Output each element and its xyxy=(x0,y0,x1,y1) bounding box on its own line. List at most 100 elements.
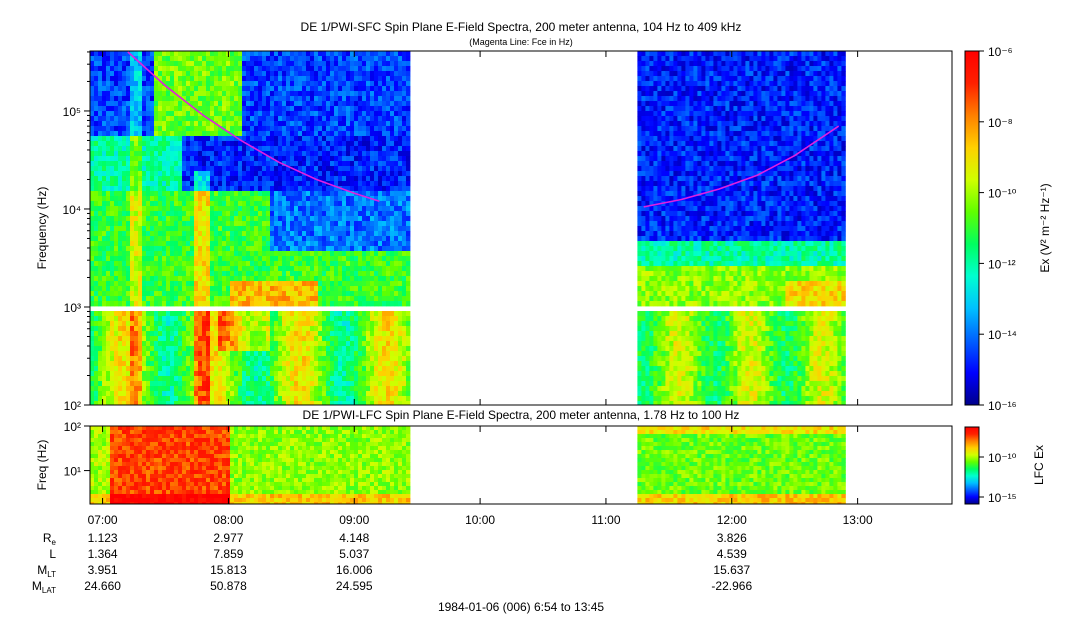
spectrogram-cell xyxy=(234,336,239,342)
spectrogram-cell xyxy=(202,111,207,117)
spectrogram-cell xyxy=(122,376,127,382)
spectrogram-cell xyxy=(310,201,315,207)
spectrogram-cell xyxy=(286,251,291,257)
spectrogram-cell xyxy=(90,321,95,327)
spectrogram-cell xyxy=(258,351,263,357)
spectrogram-cell xyxy=(246,231,251,237)
spectrogram-cell xyxy=(94,156,99,162)
spectrogram-cell xyxy=(322,311,327,317)
spectrogram-cell xyxy=(310,236,315,242)
spectrogram-cell xyxy=(342,136,347,142)
spectrogram-cell xyxy=(298,96,303,102)
spectrogram-cell xyxy=(218,111,223,117)
spectrogram-cell xyxy=(362,121,367,127)
spectrogram-cell xyxy=(354,281,359,287)
spectrogram-cell xyxy=(142,186,147,192)
spectrogram-cell xyxy=(354,236,359,242)
spectrogram-cell xyxy=(354,321,359,327)
spectrogram-cell xyxy=(286,326,291,332)
spectrogram-cell xyxy=(302,106,307,112)
spectrogram-cell xyxy=(278,231,283,237)
spectrogram-cell xyxy=(110,51,115,57)
spectrogram-cell xyxy=(190,401,195,405)
spectrogram-cell xyxy=(358,101,363,107)
spectrogram-cell xyxy=(90,281,95,287)
spectrogram-cell xyxy=(342,141,347,147)
spectrogram-cell xyxy=(246,251,251,257)
spectrogram-cell xyxy=(262,176,267,182)
spectrogram-cell xyxy=(282,96,287,102)
spectrogram-cell xyxy=(174,251,179,257)
spectrogram-cell xyxy=(246,256,251,262)
spectrogram-cell xyxy=(110,66,115,72)
spectrogram-cell xyxy=(242,231,247,237)
spectrogram-cell xyxy=(266,81,271,87)
spectrogram-cell xyxy=(210,296,215,302)
spectrogram-cell xyxy=(146,276,151,282)
spectrogram-cell xyxy=(146,291,151,297)
spectrogram-cell xyxy=(242,256,247,262)
spectrogram-cell xyxy=(162,66,167,72)
spectrogram-cell xyxy=(170,401,175,405)
spectrogram-cell xyxy=(290,246,295,252)
spectrogram-cell xyxy=(130,146,135,152)
spectrogram-cell xyxy=(334,281,339,287)
spectrogram-cell xyxy=(206,281,211,287)
spectrogram-cell xyxy=(114,371,119,377)
spectrogram-cell xyxy=(114,396,119,402)
spectrogram-cell xyxy=(98,316,103,322)
spectrogram-cell xyxy=(294,56,299,62)
spectrogram-cell xyxy=(366,251,371,257)
spectrogram-cell xyxy=(346,71,351,77)
spectrogram-cell xyxy=(322,71,327,77)
spectrogram-cell xyxy=(214,316,219,322)
spectrogram-cell xyxy=(318,236,323,242)
spectrogram-cell xyxy=(158,246,163,252)
spectrogram-cell xyxy=(94,181,99,187)
spectrogram-cell xyxy=(210,81,215,87)
spectrogram-cell xyxy=(350,76,355,82)
spectrogram-cell xyxy=(150,96,155,102)
spectrogram-cell xyxy=(294,391,299,397)
spectrogram-cell xyxy=(246,171,251,177)
spectrogram-cell xyxy=(250,96,255,102)
spectrogram-cell xyxy=(258,401,263,405)
spectrogram-cell xyxy=(322,356,327,362)
spectrogram-cell xyxy=(294,111,299,117)
spectrogram-cell xyxy=(270,141,275,147)
spectrogram-cell xyxy=(314,126,319,132)
spectrogram-cell xyxy=(166,131,171,137)
spectrogram-cell xyxy=(338,331,343,337)
spectrogram-cell xyxy=(366,291,371,297)
spectrogram-cell xyxy=(150,131,155,137)
spectrogram-cell xyxy=(262,236,267,242)
spectrogram-cell xyxy=(242,276,247,282)
spectrogram-cell xyxy=(274,146,279,152)
spectrogram-cell xyxy=(170,196,175,202)
spectrogram-cell xyxy=(326,301,331,307)
spectrogram-cell xyxy=(370,371,375,377)
spectrogram-cell xyxy=(358,81,363,87)
spectrogram-cell xyxy=(122,316,127,322)
spectrogram-cell xyxy=(266,61,271,67)
spectrogram-cell xyxy=(290,111,295,117)
spectrogram-cell xyxy=(94,251,99,257)
spectrogram-cell xyxy=(326,176,331,182)
spectrogram-cell xyxy=(350,106,355,112)
spectrogram-cell xyxy=(90,76,95,82)
spectrogram-cell xyxy=(166,101,171,107)
spectrogram-cell xyxy=(218,86,223,92)
spectrogram-cell xyxy=(274,76,279,82)
spectrogram-cell xyxy=(134,141,139,147)
spectrogram-cell xyxy=(254,81,259,87)
spectrogram-cell xyxy=(342,191,347,197)
spectrogram-cell xyxy=(286,61,291,67)
spectrogram-cell xyxy=(98,266,103,272)
spectrogram-cell xyxy=(98,401,103,405)
spectrogram-cell xyxy=(318,196,323,202)
spectrogram-cell xyxy=(106,361,111,367)
spectrogram-cell xyxy=(334,256,339,262)
spectrogram-cell xyxy=(270,221,275,227)
spectrogram-cell xyxy=(322,281,327,287)
spectrogram-cell xyxy=(210,181,215,187)
